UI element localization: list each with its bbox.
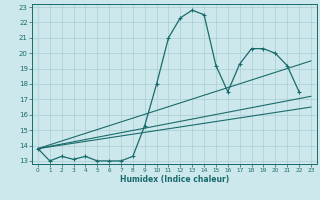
X-axis label: Humidex (Indice chaleur): Humidex (Indice chaleur) xyxy=(120,175,229,184)
